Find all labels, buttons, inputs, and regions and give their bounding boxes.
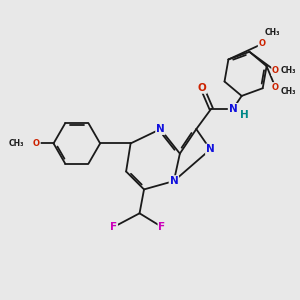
Text: N: N	[206, 144, 215, 154]
Text: O: O	[198, 83, 207, 93]
Text: O: O	[272, 83, 279, 92]
Text: F: F	[110, 222, 117, 232]
Text: O: O	[259, 40, 266, 49]
Text: N: N	[169, 176, 178, 186]
Text: CH₃: CH₃	[8, 139, 24, 148]
Text: CH₃: CH₃	[265, 28, 280, 37]
Text: F: F	[158, 222, 166, 232]
Text: O: O	[33, 139, 40, 148]
Text: CH₃: CH₃	[280, 66, 296, 75]
Text: O: O	[272, 66, 279, 75]
Text: N: N	[156, 124, 165, 134]
Text: CH₃: CH₃	[280, 87, 296, 96]
Text: N: N	[229, 104, 237, 114]
Text: H: H	[240, 110, 249, 120]
